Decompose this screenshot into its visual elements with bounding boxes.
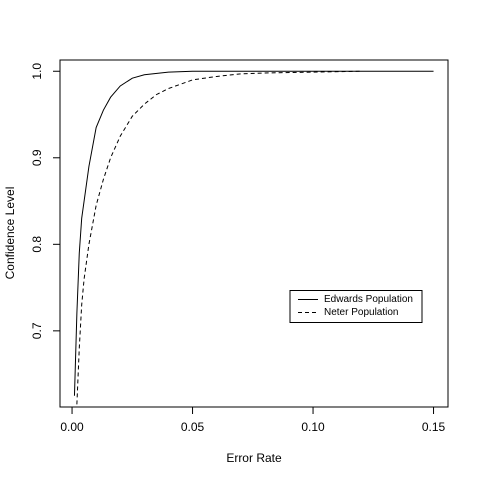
x-axis-label: Error Rate xyxy=(226,451,282,465)
legend-label: Neter Population xyxy=(324,307,399,318)
y-axis-label: Confidence Level xyxy=(3,187,17,280)
x-tick-label: 0.10 xyxy=(301,420,325,434)
x-tick-label: 0.05 xyxy=(181,420,205,434)
y-tick-label: 0.8 xyxy=(30,236,44,253)
y-tick-label: 0.9 xyxy=(30,149,44,166)
legend-box xyxy=(289,290,423,323)
y-tick-label: 0.7 xyxy=(30,322,44,339)
x-tick-label: 0.00 xyxy=(60,420,84,434)
legend-label: Edwards Population xyxy=(324,294,413,305)
legend: Edwards Population Neter Population xyxy=(289,290,423,323)
line-series xyxy=(73,70,434,396)
x-tick-label: 0.15 xyxy=(422,420,446,434)
line-series xyxy=(76,70,362,405)
y-tick-label: 1.0 xyxy=(30,63,44,80)
